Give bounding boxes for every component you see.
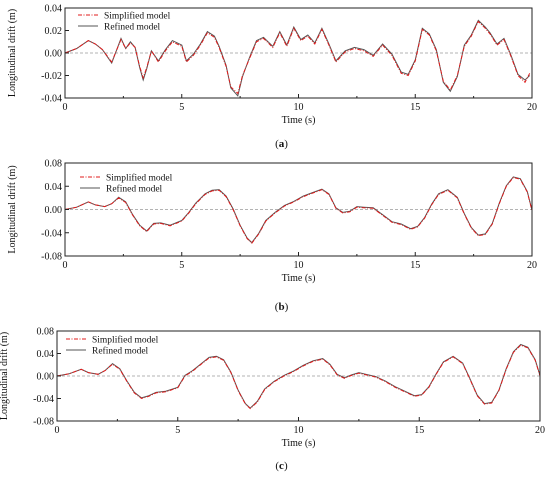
y-tick-label: -0.08: [33, 417, 54, 428]
series-line-refined: [64, 176, 533, 244]
y-tick-label: 0.08: [37, 327, 55, 338]
y-tick-label: 0.02: [45, 26, 63, 37]
x-tick-label: 5: [179, 260, 184, 271]
y-tick-label: -0.08: [41, 252, 62, 263]
panel-caption: (b): [275, 301, 289, 313]
chart-panel-c: 0 5 10 15 20 -0.08 -0.04 0.00 0.04 0.08 Time (s) Lo…: [0, 327, 545, 473]
x-axis-label: Time (s): [282, 438, 316, 449]
legend-label-refined: Refined model: [92, 346, 149, 357]
panel-caption: (c): [275, 460, 288, 472]
x-tick-label: 10: [294, 102, 304, 113]
panel-caption: (a): [275, 138, 288, 150]
x-tick-label: 0: [63, 260, 68, 271]
x-tick-label: 5: [175, 425, 180, 436]
series-line-simplified: [56, 344, 541, 410]
x-tick-label: 10: [294, 425, 304, 436]
y-axis-label: Longitudinal drift (m): [0, 332, 10, 420]
x-axis-label: Time (s): [282, 115, 316, 126]
legend-label-refined: Refined model: [106, 184, 163, 195]
legend-label-simplified: Simplified model: [104, 11, 171, 22]
y-tick-label: 0.08: [45, 159, 63, 170]
y-tick-label: 0.00: [45, 49, 63, 60]
x-tick-label: 5: [179, 102, 184, 113]
y-tick-label: 0.00: [37, 372, 55, 383]
legend-label-refined: Refined model: [104, 22, 161, 33]
y-tick-label: 0.04: [45, 4, 63, 15]
chart-panel-b: 0 5 10 15 20 -0.08 -0.04 0.00 0.04 0.08 Time (s) Lo…: [7, 159, 537, 314]
legend-label-simplified: Simplified model: [106, 173, 173, 184]
x-tick-label: 10: [294, 260, 304, 271]
x-tick-label: 0: [55, 425, 60, 436]
y-tick-label: 0.04: [37, 349, 55, 360]
chart-panel-a: 0 5 10 15 20 -0.04 -0.02 0.00 0.02 0.04 Time (s) Lo…: [7, 4, 537, 151]
x-tick-label: 15: [410, 260, 420, 271]
x-tick-label: 20: [527, 260, 537, 271]
y-tick-label: -0.04: [33, 394, 54, 405]
y-tick-label: -0.02: [41, 71, 62, 82]
x-tick-label: 20: [535, 425, 545, 436]
y-tick-label: -0.04: [41, 94, 62, 105]
series-line-simplified: [64, 20, 531, 95]
x-tick-label: 20: [527, 102, 537, 113]
legend-label-simplified: Simplified model: [92, 335, 159, 346]
y-tick-label: 0.04: [45, 182, 63, 193]
x-tick-label: 0: [63, 102, 68, 113]
y-tick-label: -0.04: [41, 228, 62, 239]
y-axis-label: Longitudinal drift (m): [7, 165, 18, 253]
y-axis-label: Longitudinal drift (m): [7, 9, 18, 97]
x-tick-label: 15: [414, 425, 424, 436]
y-tick-label: 0.00: [45, 205, 63, 216]
x-axis-label: Time (s): [282, 273, 316, 284]
x-tick-label: 15: [410, 102, 420, 113]
